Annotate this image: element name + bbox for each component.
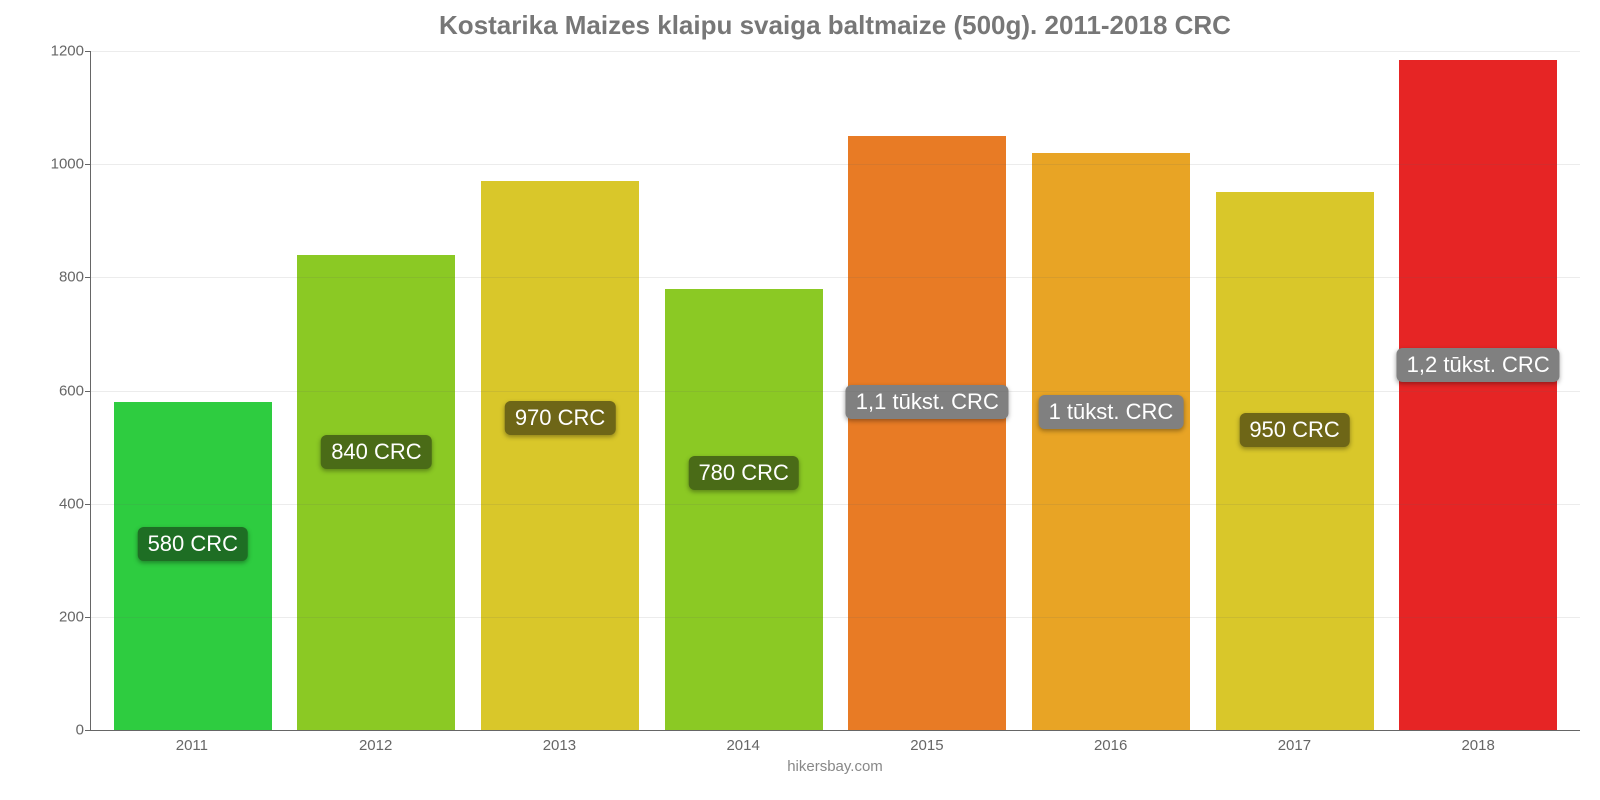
grid-line bbox=[91, 391, 1580, 392]
grid-line bbox=[91, 51, 1580, 52]
bar: 840 CRC bbox=[297, 255, 455, 730]
y-tick-label: 800 bbox=[36, 269, 84, 286]
x-tick-label: 2016 bbox=[1019, 737, 1203, 754]
bar-value-label: 950 CRC bbox=[1239, 413, 1349, 447]
y-tick-label: 0 bbox=[36, 722, 84, 739]
grid-line bbox=[91, 277, 1580, 278]
bar: 950 CRC bbox=[1216, 192, 1374, 730]
bar-value-label: 1,2 tūkst. CRC bbox=[1397, 348, 1560, 382]
bar: 970 CRC bbox=[481, 181, 639, 730]
bar: 1 tūkst. CRC bbox=[1032, 153, 1190, 730]
bar: 1,2 tūkst. CRC bbox=[1399, 60, 1557, 731]
chart-title: Kostarika Maizes klaipu svaiga baltmaize… bbox=[90, 10, 1580, 41]
grid-line bbox=[91, 617, 1580, 618]
chart-footer: hikersbay.com bbox=[90, 758, 1580, 775]
x-tick-label: 2015 bbox=[835, 737, 1019, 754]
x-tick-label: 2011 bbox=[100, 737, 284, 754]
y-tickmark bbox=[85, 730, 91, 731]
y-tickmark bbox=[85, 51, 91, 52]
y-tick-label: 1000 bbox=[36, 156, 84, 173]
x-axis-labels: 20112012201320142015201620172018 bbox=[90, 731, 1580, 754]
y-tickmark bbox=[85, 391, 91, 392]
chart-container: Kostarika Maizes klaipu svaiga baltmaize… bbox=[0, 0, 1600, 800]
y-tickmark bbox=[85, 277, 91, 278]
y-tick-label: 1200 bbox=[36, 43, 84, 60]
bar: 580 CRC bbox=[114, 402, 272, 730]
y-tickmark bbox=[85, 504, 91, 505]
bar: 1,1 tūkst. CRC bbox=[848, 136, 1006, 730]
y-tickmark bbox=[85, 164, 91, 165]
grid-line bbox=[91, 504, 1580, 505]
y-tickmark bbox=[85, 617, 91, 618]
x-tick-label: 2018 bbox=[1386, 737, 1570, 754]
bar-value-label: 840 CRC bbox=[321, 435, 431, 469]
bar: 780 CRC bbox=[665, 289, 823, 730]
bar-value-label: 970 CRC bbox=[505, 401, 615, 435]
y-tick-label: 200 bbox=[36, 608, 84, 625]
x-tick-label: 2012 bbox=[284, 737, 468, 754]
plot-area: 580 CRC 840 CRC 970 CRC 780 CRC 1,1 tūkst. C… bbox=[90, 51, 1580, 731]
x-tick-label: 2013 bbox=[468, 737, 652, 754]
x-tick-label: 2014 bbox=[651, 737, 835, 754]
y-tick-label: 600 bbox=[36, 382, 84, 399]
bar-value-label: 580 CRC bbox=[138, 527, 248, 561]
bar-value-label: 780 CRC bbox=[688, 456, 798, 490]
grid-line bbox=[91, 164, 1580, 165]
y-tick-label: 400 bbox=[36, 495, 84, 512]
bar-value-label: 1 tūkst. CRC bbox=[1039, 395, 1184, 429]
x-tick-label: 2017 bbox=[1203, 737, 1387, 754]
